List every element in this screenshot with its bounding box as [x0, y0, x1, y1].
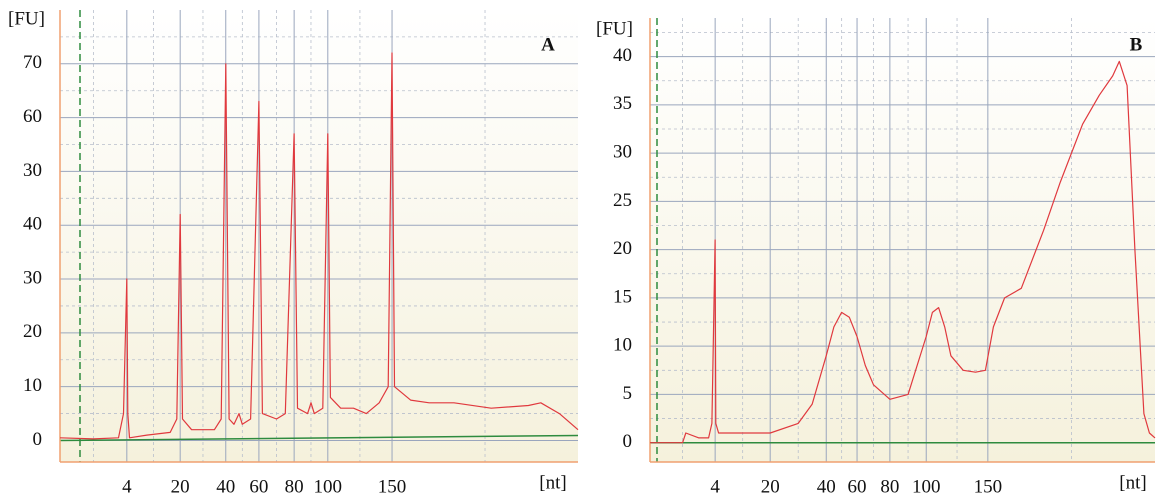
y-tick-label: 70: [23, 52, 42, 73]
x-axis-label: [nt]: [539, 472, 566, 493]
y-tick-label: 0: [33, 429, 43, 450]
y-tick-label: 40: [613, 45, 632, 66]
x-tick-label: 100: [314, 476, 343, 497]
x-tick-label: 80: [880, 476, 899, 497]
y-tick-label: 10: [613, 335, 632, 356]
trace: [650, 60, 1156, 444]
x-tick-label: 60: [249, 476, 268, 497]
x-tick-label: 20: [171, 476, 190, 497]
y-tick-label: 30: [23, 160, 42, 181]
y-axis-label: [FU]: [596, 18, 633, 39]
panel-letter: B: [1130, 34, 1143, 55]
x-tick-label: 60: [848, 476, 867, 497]
y-axis-label: [FU]: [8, 8, 45, 29]
x-tick-label: 150: [378, 476, 407, 497]
y-tick-label: 30: [23, 267, 42, 288]
x-tick-label: 20: [761, 476, 780, 497]
x-tick-label: 40: [817, 476, 836, 497]
y-tick-label: 20: [613, 238, 632, 259]
x-tick-label: 100: [912, 476, 941, 497]
x-tick-label: 150: [974, 476, 1003, 497]
y-tick-label: 15: [613, 286, 632, 307]
y-tick-label: 60: [23, 106, 42, 127]
plot-background: [60, 10, 578, 462]
y-tick-label: 20: [23, 321, 42, 342]
x-tick-label: 40: [216, 476, 235, 497]
y-tick-label: 35: [613, 93, 632, 114]
y-tick-label: 25: [613, 190, 632, 211]
x-tick-label: 4: [710, 476, 720, 497]
x-tick-label: 80: [285, 476, 304, 497]
y-tick-label: 5: [623, 383, 633, 404]
panel-letter: A: [541, 34, 555, 55]
x-tick-label: 4: [122, 476, 132, 497]
plot-background: [650, 18, 1155, 462]
y-tick-label: 40: [23, 214, 42, 235]
y-tick-label: 0: [623, 431, 633, 452]
trace: [59, 52, 579, 440]
x-axis-label: [nt]: [1119, 472, 1146, 493]
y-tick-label: 10: [23, 375, 42, 396]
baseline: [59, 434, 579, 442]
y-tick-label: 30: [613, 141, 632, 162]
